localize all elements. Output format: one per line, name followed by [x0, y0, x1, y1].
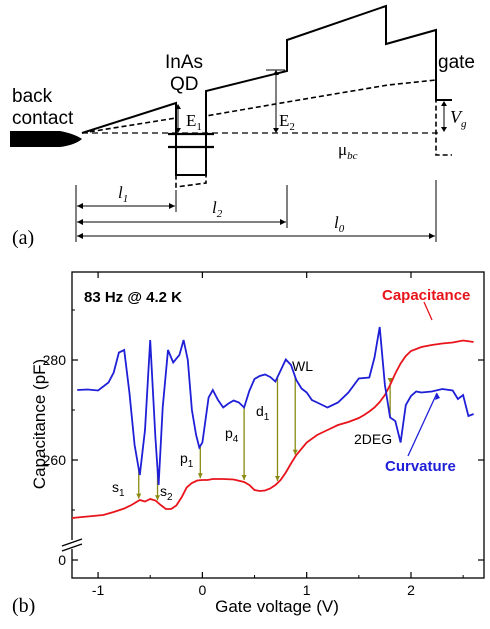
x-tick-label: 0 [198, 582, 206, 598]
state-label-d1: d1 [256, 403, 270, 423]
axis-ticks: -1 0 1 2 0 260 280 [43, 272, 484, 598]
state-label-s1: s1 [112, 479, 125, 499]
marker-arrowhead-s2 [155, 495, 161, 501]
state-label-wl: WL [292, 358, 313, 374]
axis-break-mark-1 [61, 538, 83, 547]
panel-a-label: (a) [12, 227, 34, 249]
vg-label: Vg [450, 107, 467, 130]
gate-label: gate [438, 52, 475, 73]
measurement-condition: 83 Hz @ 4.2 K [84, 289, 182, 306]
state-label-p4: p4 [225, 425, 239, 445]
marker-arrowhead-WL [292, 449, 298, 455]
plot-frame [71, 271, 485, 579]
back-contact-label-2: contact [12, 108, 74, 129]
back-contact-label-1: back [12, 86, 53, 107]
conduction-band-solid [81, 4, 452, 176]
conduction-band-dashed [81, 79, 452, 188]
panel-b-chart: -1 0 1 2 0 260 280 83 Hz @ 4.2 K Capacitance C… [12, 271, 485, 617]
state-label-2deg: 2DEG [354, 431, 392, 447]
marker-arrowhead-p1 [197, 473, 203, 479]
e2-label: E2 [279, 111, 295, 133]
mu-bc-label: μbc [338, 140, 358, 162]
capacitance-legend-label: Capacitance [382, 287, 470, 304]
qd-label: QD [170, 74, 199, 95]
marker-arrowhead-s1 [136, 493, 142, 499]
x-tick-label: -1 [92, 582, 105, 598]
x-axis-title: Gate voltage (V) [215, 597, 339, 616]
x-tick-label: 2 [407, 582, 415, 598]
l1-label: l1 [118, 183, 128, 205]
marker-arrowhead-d1 [274, 476, 280, 481]
x-tick-label: 1 [303, 582, 311, 598]
curvature-pointer [407, 392, 438, 457]
y-tick-label: 0 [58, 552, 66, 568]
l0-label: l0 [334, 213, 345, 235]
curvature-legend-label: Curvature [385, 458, 456, 475]
state-label-s2: s2 [160, 483, 173, 503]
marker-arrowhead-p4 [241, 475, 247, 480]
panel-b-label: (b) [12, 595, 35, 617]
capacitance-pointer [423, 301, 433, 321]
back-contact-metal [10, 131, 82, 147]
y-tick-label: 260 [43, 452, 67, 468]
y-axis-title: Capacitance (pF) [30, 359, 49, 489]
y-tick-label: 280 [43, 352, 67, 368]
curvature-series-line [77, 326, 474, 486]
e1-label: E1 [186, 111, 202, 133]
capacitance-series-line [71, 339, 474, 519]
inas-label: InAs [165, 52, 203, 73]
l2-label: l2 [212, 198, 223, 220]
marker-arrowhead-2DEG [387, 378, 393, 383]
state-label-p1: p1 [180, 450, 194, 470]
axis-break-mark-2 [61, 543, 83, 552]
panel-a-band-diagram: E1 E2 Vg μbc back contact InAs QD gate l… [10, 4, 475, 249]
